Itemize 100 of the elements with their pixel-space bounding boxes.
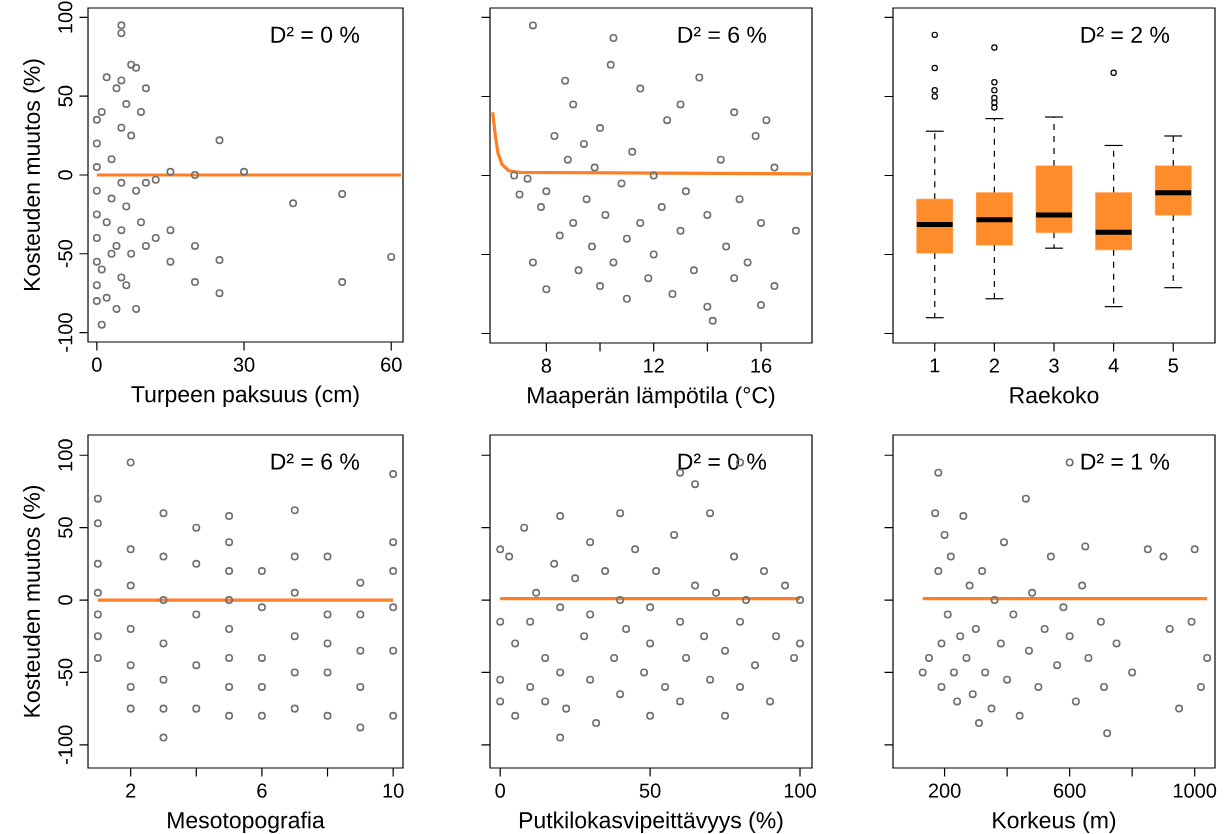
point — [1165, 625, 1174, 633]
point — [1053, 661, 1062, 670]
y-tick-label: -100 — [58, 313, 73, 352]
point — [523, 174, 532, 183]
point — [112, 241, 121, 250]
point — [934, 468, 943, 477]
point — [743, 258, 752, 267]
x-axis-title: Korkeus (m) — [993, 811, 1116, 833]
point — [1084, 653, 1093, 662]
point — [569, 218, 578, 227]
y-tick-label: 50 — [58, 517, 73, 538]
point — [563, 155, 572, 164]
point — [990, 596, 999, 605]
x-tick-label: 0 — [495, 783, 505, 798]
point — [190, 278, 199, 287]
point — [1059, 603, 1068, 612]
point — [1196, 682, 1205, 691]
point — [956, 632, 965, 641]
annotation: D² = 1 % — [1081, 453, 1170, 470]
y-tick-label: 50 — [58, 85, 73, 107]
point — [117, 123, 126, 132]
point — [1025, 646, 1033, 655]
point — [657, 203, 666, 212]
y-tick-label: -100 — [58, 725, 73, 764]
y-axis-title: Kosteuden muutos (%) — [23, 59, 45, 291]
point — [137, 218, 145, 227]
x-tick-label: 60 — [381, 357, 402, 372]
point — [587, 242, 596, 251]
point — [1065, 632, 1074, 641]
point — [117, 178, 126, 187]
point — [127, 249, 136, 258]
point — [92, 139, 101, 148]
point — [609, 258, 618, 267]
point — [107, 249, 116, 258]
point — [1015, 711, 1024, 720]
point — [569, 100, 578, 109]
x-tick-label: 2 — [126, 783, 136, 798]
point — [937, 682, 946, 691]
point — [1003, 675, 1012, 684]
point — [582, 195, 591, 204]
point — [791, 226, 800, 235]
point — [97, 107, 106, 116]
point — [190, 170, 199, 179]
point — [510, 171, 519, 180]
point — [965, 581, 974, 590]
point — [127, 60, 136, 69]
x-tick-label: 2 — [989, 358, 999, 373]
y-tick-label: 100 — [58, 1, 73, 33]
x-axis-title: Maaperän lämpötila (°C) — [528, 386, 775, 408]
point — [996, 639, 1005, 648]
point — [943, 610, 952, 619]
point — [1040, 625, 1049, 633]
point — [649, 250, 658, 259]
point — [757, 218, 766, 227]
x-tick-label: 10 — [383, 783, 404, 798]
x-tick-label: 1 — [930, 358, 940, 373]
x-tick-label: 50 — [639, 783, 661, 798]
point — [649, 171, 658, 180]
point — [117, 273, 126, 282]
point — [590, 163, 599, 172]
point — [338, 189, 347, 198]
point — [636, 218, 645, 227]
x-axis-title: Turpeen paksuus (cm) — [131, 385, 359, 407]
x-tick-label: 16 — [751, 358, 772, 373]
point — [92, 186, 101, 195]
point — [924, 653, 933, 662]
point — [1096, 617, 1105, 626]
point — [92, 234, 101, 242]
point — [190, 241, 199, 250]
point — [1159, 552, 1168, 561]
point — [770, 163, 779, 172]
point — [166, 167, 175, 176]
point — [931, 509, 940, 518]
point — [561, 76, 570, 85]
point — [628, 147, 637, 156]
x-tick-label: 100 — [784, 783, 816, 798]
point — [676, 226, 685, 235]
point — [387, 252, 396, 261]
point — [536, 203, 545, 212]
x-tick-label: 200 — [928, 783, 961, 798]
point — [918, 668, 927, 677]
point — [166, 257, 175, 266]
point — [959, 512, 968, 521]
point — [122, 281, 131, 290]
x-axis-title: Mesotopografia — [168, 811, 325, 833]
point — [92, 297, 101, 306]
point — [215, 289, 224, 298]
annotation: D² = 2 % — [1081, 26, 1170, 43]
point — [668, 290, 677, 298]
point — [703, 211, 712, 219]
point — [107, 155, 116, 164]
point — [338, 278, 347, 287]
point — [999, 538, 1008, 547]
point — [122, 100, 131, 109]
point — [949, 668, 958, 677]
point — [289, 199, 298, 208]
point — [953, 697, 962, 706]
x-tick-label: 4 — [1108, 358, 1119, 373]
y-tick-label: 100 — [58, 439, 73, 471]
y-axis-title: Kosteuden muutos (%) — [23, 485, 45, 717]
